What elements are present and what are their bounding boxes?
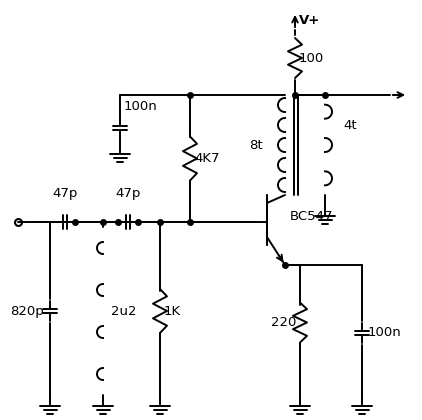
- Text: BC547: BC547: [290, 210, 333, 223]
- Text: 100: 100: [299, 52, 324, 65]
- Text: 100n: 100n: [368, 326, 402, 339]
- Text: 820p: 820p: [10, 304, 44, 318]
- Text: V+: V+: [299, 14, 320, 27]
- Text: 8t: 8t: [249, 139, 263, 152]
- Text: 100n: 100n: [124, 100, 158, 113]
- Text: 2u2: 2u2: [111, 304, 136, 318]
- Text: 4K7: 4K7: [194, 152, 219, 165]
- Text: 47p: 47p: [52, 187, 78, 200]
- Text: 220: 220: [271, 316, 296, 329]
- Text: 47p: 47p: [115, 187, 141, 200]
- Text: 4t: 4t: [343, 118, 357, 131]
- Text: 1K: 1K: [164, 304, 181, 318]
